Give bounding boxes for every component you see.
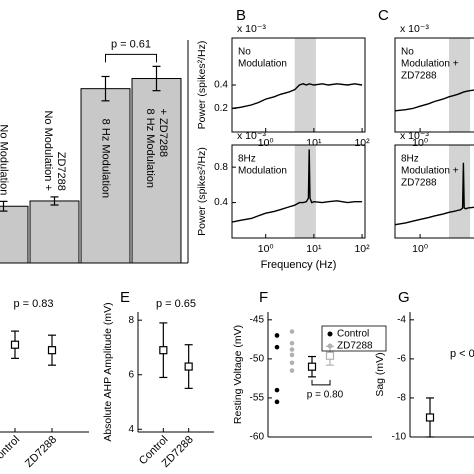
- spectrum-line: [231, 83, 363, 110]
- y-tick-label: 4: [128, 424, 134, 435]
- shaded-band: [448, 145, 471, 238]
- data-dot: [289, 360, 295, 366]
- plot-label: Modulation +: [401, 166, 459, 177]
- y-tick-label: -10: [392, 432, 407, 443]
- legend-dot: [327, 343, 333, 349]
- bar: [29, 200, 80, 264]
- data-dot: [274, 344, 280, 350]
- mean-marker: [10, 340, 20, 349]
- x-tick-label: Control: [0, 434, 22, 468]
- x-tick-label: 10⁰: [258, 137, 274, 149]
- shaded-band: [448, 38, 471, 132]
- bar-label: + ZD7288: [157, 109, 169, 158]
- y-axis-label: Power (spikes²/Hz): [196, 41, 208, 130]
- panel-letter: B: [236, 7, 246, 24]
- panel-letter: C: [378, 7, 389, 24]
- x-tick-label: 10⁰: [258, 243, 274, 255]
- data-dot: [274, 399, 280, 405]
- panel-letter: F: [259, 289, 268, 306]
- mean-marker: [325, 351, 335, 360]
- x-axis-label: Frequency (Hz): [261, 259, 337, 271]
- spectrum-line: [394, 89, 474, 112]
- data-dot: [289, 347, 295, 352]
- bar-label: 8 Hz Modulation: [144, 109, 156, 189]
- multiplier: x 10⁻³: [400, 130, 429, 142]
- y-tick-label: -60: [250, 432, 265, 443]
- plot-label: Modulation: [238, 166, 287, 177]
- data-dot: [274, 387, 280, 393]
- legend-dot: [327, 331, 333, 337]
- y-tick-label: 8: [128, 315, 134, 326]
- bar-label: No Modulation +: [42, 110, 54, 190]
- bar-label: ZD7288: [55, 152, 67, 191]
- legend-label: Control: [337, 329, 369, 340]
- y-tick-label: -4: [397, 314, 406, 325]
- y-axis-label: Absolute AHP Amplitude (mV): [102, 302, 114, 441]
- y-axis-label: Power (spikes²/Hz): [196, 147, 208, 236]
- bar-label: 8 Hz Modulation: [100, 119, 112, 198]
- bracket: [311, 379, 331, 386]
- plot-label: ZD7288: [401, 178, 437, 189]
- mean-marker: [159, 346, 168, 355]
- plot-label: ZD7288: [401, 71, 437, 82]
- x-tick-label: 10¹: [306, 243, 322, 255]
- plot-frame: [231, 144, 366, 239]
- annotation: p = 0.80: [307, 389, 344, 400]
- legend-box: [321, 325, 387, 352]
- y-tick-label: -50: [250, 354, 265, 365]
- bar-label: No Modulation: [0, 124, 10, 195]
- y-tick-label: -55: [250, 393, 265, 404]
- panel-letter: E: [120, 289, 130, 306]
- data-dot: [289, 329, 295, 334]
- plot-label: 8Hz: [238, 154, 256, 165]
- data-dot: [289, 368, 295, 373]
- y-tick-label: -8: [397, 393, 406, 404]
- mean-marker: [425, 413, 435, 422]
- multiplier: x 10⁻³: [400, 23, 429, 35]
- annotation: p = 0.61: [111, 38, 151, 50]
- spectrum-line: [231, 149, 363, 223]
- bracket: [105, 53, 157, 63]
- y-axis-label: Resting Voltage (mV): [232, 325, 244, 424]
- y-tick-label: 0.4: [214, 80, 228, 91]
- annotation: p = 0.83: [13, 298, 53, 310]
- y-tick-label: -45: [250, 314, 265, 325]
- y-tick-label: -6: [397, 354, 406, 365]
- y-tick-label: 6: [128, 369, 134, 380]
- mean-marker: [47, 346, 57, 355]
- multiplier: x 10⁻³: [237, 23, 266, 35]
- plot-label: 8Hz: [401, 154, 419, 165]
- y-tick-label: 0.8: [214, 162, 228, 173]
- panel-letter: G: [398, 289, 410, 306]
- annotation: p < 0: [450, 348, 474, 360]
- y-tick-label: 0.2: [214, 103, 228, 114]
- data-dot: [289, 340, 295, 346]
- x-tick-label: 10⁰: [412, 243, 428, 255]
- data-dot: [274, 333, 280, 338]
- plot-label: No: [238, 47, 251, 58]
- mean-marker: [184, 362, 193, 371]
- legend-label: ZD7288: [337, 341, 373, 352]
- bar: [0, 205, 29, 264]
- multiplier: x 10⁻³: [237, 130, 266, 142]
- plot-frame: [394, 144, 474, 239]
- plot-label: Modulation +: [401, 59, 459, 70]
- y-tick-label: 0.4: [214, 197, 228, 208]
- plot-label: No: [401, 47, 414, 58]
- y-axis-label: Sag (mV): [374, 352, 386, 396]
- plot-frame: [394, 37, 474, 133]
- shaded-band: [294, 145, 316, 238]
- mean-marker: [307, 362, 317, 371]
- data-dot: [289, 352, 295, 358]
- x-tick-label: ZD7288: [23, 434, 59, 470]
- x-tick-label: 10⁰: [412, 137, 428, 149]
- annotation: p = 0.65: [156, 298, 196, 310]
- spectrum-line: [394, 162, 474, 226]
- x-tick-label: 10²: [354, 243, 370, 255]
- x-tick-label: 10²: [354, 137, 370, 149]
- plot-label: Modulation: [238, 59, 287, 70]
